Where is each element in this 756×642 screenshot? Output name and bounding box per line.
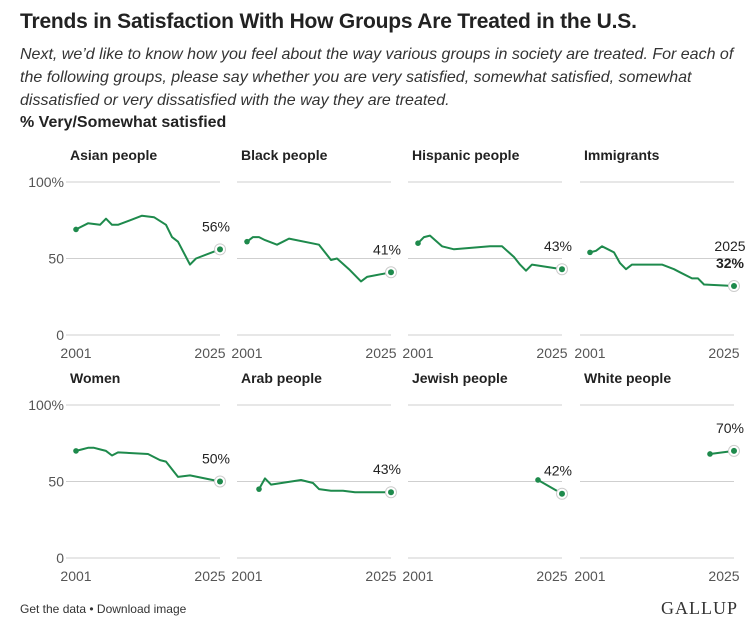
x-tick-label: 2001 — [574, 345, 605, 361]
end-point — [559, 490, 565, 497]
gallup-logo: GALLUP — [661, 598, 738, 618]
start-point — [244, 238, 250, 245]
start-point — [587, 249, 593, 256]
panel-title-jewish-people: Jewish people — [412, 370, 508, 386]
end-point — [388, 489, 394, 496]
chart-title: Trends in Satisfaction With How Groups A… — [20, 10, 637, 33]
y-tick-label: 50 — [48, 474, 64, 490]
panel-title-hispanic-people: Hispanic people — [412, 147, 520, 163]
start-point — [415, 240, 421, 246]
end-point — [731, 447, 737, 454]
x-tick-label: 2025 — [536, 345, 567, 361]
x-tick-label: 2025 — [536, 568, 567, 584]
x-tick-label: 2001 — [60, 345, 91, 361]
end-value-label: 70% — [716, 420, 744, 436]
start-point — [73, 226, 79, 233]
x-tick-label: 2001 — [574, 568, 605, 584]
end-year-label: 2025 — [714, 238, 745, 254]
panel-title-arab-people: Arab people — [241, 370, 322, 386]
x-tick-label: 2025 — [365, 568, 396, 584]
end-point — [559, 266, 565, 273]
footer-separator: • — [86, 602, 97, 616]
x-tick-label: 2001 — [231, 345, 262, 361]
start-point — [256, 486, 262, 492]
y-tick-label: 0 — [56, 550, 64, 566]
end-point — [217, 246, 223, 253]
y-tick-label: 100% — [28, 174, 64, 190]
chart-subtitle: Next, we’d like to know how you feel abo… — [20, 46, 734, 109]
series-line-arab-people — [258, 477, 391, 494]
panel-title-white-people: White people — [584, 370, 671, 386]
panel-title-women: Women — [70, 370, 120, 386]
end-value-label: 43% — [544, 238, 572, 254]
panel-title-immigrants: Immigrants — [584, 147, 660, 163]
end-value-label: 42% — [544, 463, 572, 479]
footer-links: Get the data • Download image — [20, 602, 186, 616]
x-tick-label: 2001 — [231, 568, 262, 584]
series-line-black-people — [246, 236, 392, 283]
x-tick-label: 2025 — [708, 568, 739, 584]
end-value-label: 43% — [373, 461, 401, 477]
x-tick-label: 2001 — [60, 568, 91, 584]
x-tick-label: 2001 — [402, 568, 433, 584]
end-value-label: 50% — [202, 451, 230, 467]
measure-label: % Very/Somewhat satisfied — [20, 114, 227, 131]
x-tick-label: 2025 — [194, 345, 225, 361]
panel-title-black-people: Black people — [241, 147, 328, 163]
series-line-women — [75, 446, 221, 483]
panel-title-asian-people: Asian people — [70, 147, 157, 163]
y-tick-label: 100% — [28, 397, 64, 413]
end-point — [217, 478, 223, 485]
end-value-label: 56% — [202, 218, 230, 234]
start-point — [707, 451, 713, 457]
end-value-label: 32% — [716, 255, 745, 271]
x-tick-label: 2025 — [365, 345, 396, 361]
end-value-label: 41% — [373, 241, 401, 257]
x-tick-label: 2025 — [708, 345, 739, 361]
start-point — [73, 448, 79, 454]
y-tick-label: 50 — [48, 251, 64, 267]
y-tick-label: 0 — [56, 327, 64, 343]
get-data-link[interactable]: Get the data — [20, 602, 87, 616]
x-tick-label: 2025 — [194, 568, 225, 584]
series-line-asian-people — [75, 214, 221, 266]
x-tick-label: 2001 — [402, 345, 433, 361]
series-line-hispanic-people — [417, 234, 563, 272]
start-point — [535, 477, 541, 483]
end-point — [731, 283, 737, 290]
end-point — [388, 269, 394, 276]
download-image-link[interactable]: Download image — [96, 602, 187, 616]
series-line-immigrants — [589, 245, 735, 287]
